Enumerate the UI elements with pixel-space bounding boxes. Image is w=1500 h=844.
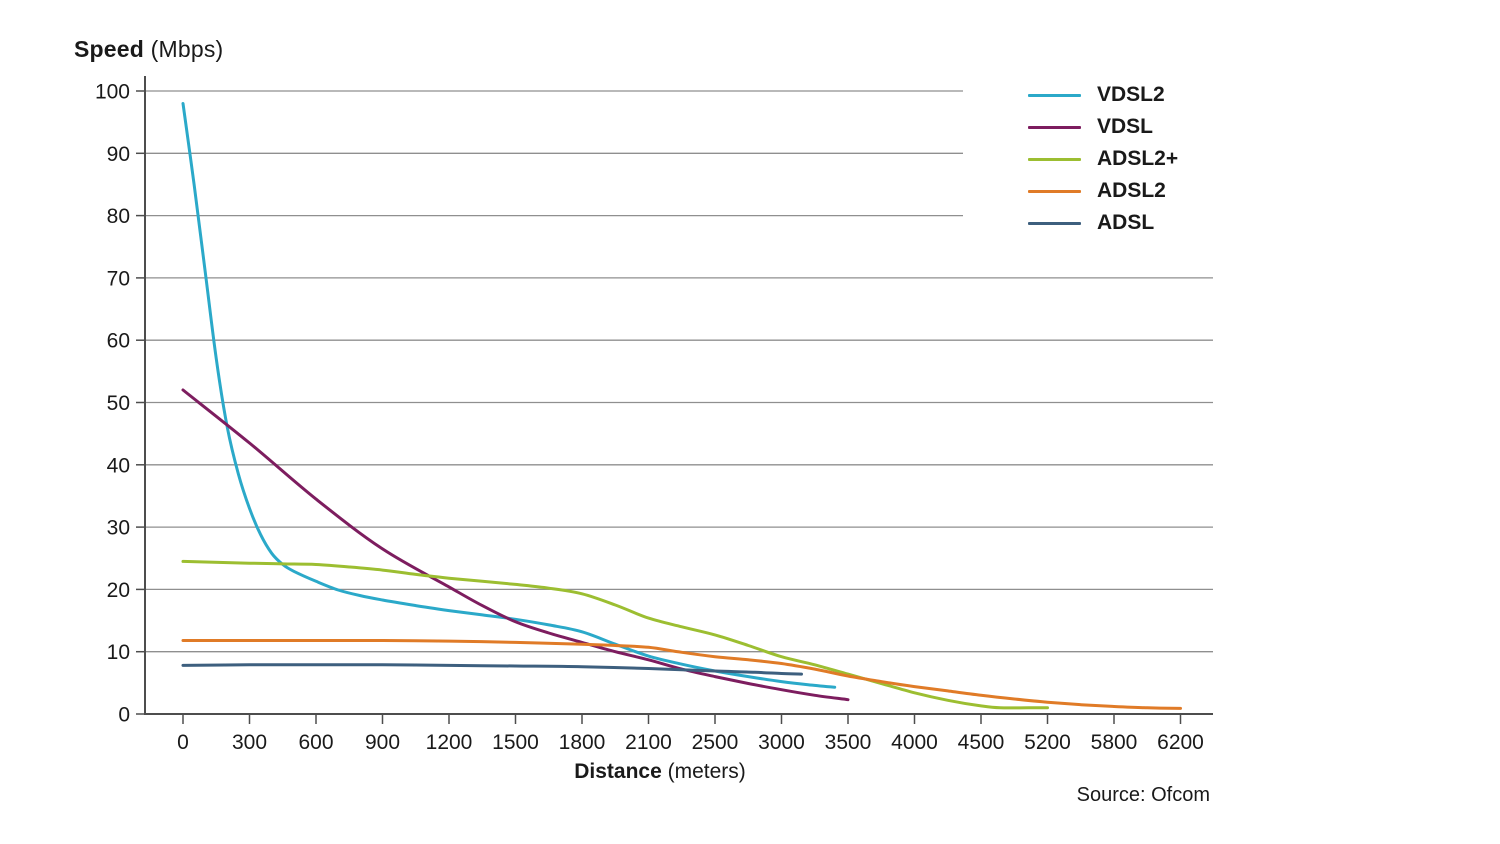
y-tick-label: 10 (107, 641, 130, 664)
x-tick-label: 5800 (1091, 731, 1138, 754)
legend-swatch (1028, 93, 1081, 97)
legend-label: VDSL (1097, 115, 1154, 138)
y-tick-label: 70 (107, 267, 130, 290)
legend-swatch (1028, 189, 1081, 193)
source-note: Source: Ofcom (1076, 784, 1210, 806)
x-tick-label: 1500 (492, 731, 539, 754)
legend: VDSL2 VDSL ADSL2+ ADSL2 ADSL (1028, 79, 1178, 239)
y-tick-label: 60 (107, 330, 130, 353)
y-tick-label: 80 (107, 205, 130, 228)
y-tick-label: 40 (107, 454, 130, 477)
series-line-adsl (181, 663, 803, 676)
x-tick-label: 1200 (426, 731, 473, 754)
legend-item-adsl2plus: ADSL2+ (1028, 143, 1178, 175)
x-tick-label: 5200 (1024, 731, 1071, 754)
x-tick-label: 2100 (625, 731, 672, 754)
legend-item-vdsl2: VDSL2 (1028, 79, 1178, 111)
series-line-vdsl (181, 388, 850, 702)
x-tick-label: 4500 (958, 731, 1005, 754)
series-line-adsl2 (181, 638, 1182, 710)
series-line-vdsl2 (181, 102, 837, 689)
x-tick-label: 3000 (758, 731, 805, 754)
legend-label: ADSL2+ (1097, 147, 1179, 170)
x-tick-label: 0 (177, 731, 189, 754)
chart-title-bold: Speed (74, 36, 145, 62)
series-line-adsl2plus (181, 559, 1049, 710)
x-axis-label-bold: Distance (574, 760, 662, 783)
x-axis-label-unit: (meters) (661, 760, 746, 783)
legend-item-adsl: ADSL (1028, 207, 1178, 239)
chart-title: Speed (Mbps) (74, 36, 223, 63)
x-axis-label: Distance (meters) (574, 760, 746, 784)
x-tick-label: 6200 (1157, 731, 1204, 754)
legend-swatch (1028, 221, 1081, 225)
x-tick-label: 1800 (559, 731, 606, 754)
y-tick-label: 100 (95, 81, 130, 104)
chart-title-unit: (Mbps) (144, 36, 224, 62)
legend-item-adsl2: ADSL2 (1028, 175, 1178, 207)
x-tick-label: 2500 (692, 731, 739, 754)
legend-item-vdsl: VDSL (1028, 111, 1178, 143)
x-tick-label: 300 (232, 731, 267, 754)
legend-swatch (1028, 157, 1081, 161)
legend-label: ADSL2 (1097, 179, 1166, 202)
y-tick-label: 50 (107, 392, 130, 415)
legend-label: VDSL2 (1097, 83, 1165, 106)
legend-label: ADSL (1097, 211, 1155, 234)
y-tick-label: 0 (118, 704, 130, 727)
y-tick-label: 20 (107, 579, 130, 602)
x-tick-label: 4000 (891, 731, 938, 754)
x-tick-label: 600 (298, 731, 333, 754)
legend-swatch (1028, 125, 1081, 129)
x-tick-label: 900 (365, 731, 400, 754)
y-tick-label: 30 (107, 517, 130, 540)
x-tick-label: 3500 (825, 731, 872, 754)
y-tick-label: 90 (107, 143, 130, 166)
